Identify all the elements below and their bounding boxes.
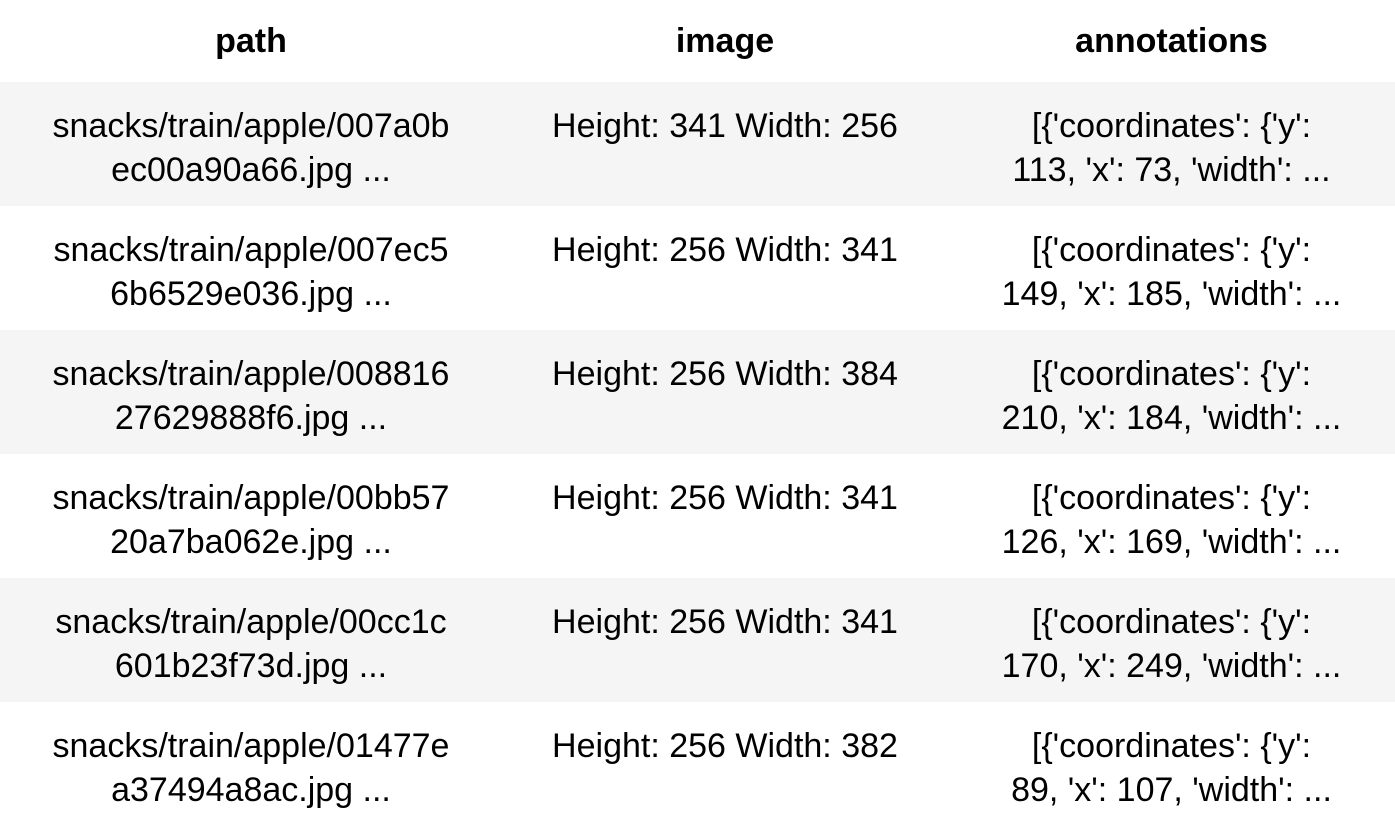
path-cell: snacks/train/apple/00bb57 20a7ba062e.jpg… bbox=[0, 454, 502, 578]
annotation-text-line: 126, 'x': 169, 'width': ... bbox=[1001, 523, 1342, 561]
table-body: snacks/train/apple/007a0b ec00a90a66.jpg… bbox=[0, 82, 1395, 826]
image-cell: Height: 256 Width: 384 bbox=[502, 330, 948, 454]
table-row: snacks/train/apple/00bb57 20a7ba062e.jpg… bbox=[0, 454, 1395, 578]
path-text-line: a37494a8ac.jpg ... bbox=[111, 771, 391, 809]
path-cell: snacks/train/apple/00cc1c 601b23f73d.jpg… bbox=[0, 578, 502, 702]
annotation-text-line: [{'coordinates': {'y': bbox=[1031, 479, 1312, 517]
annotation-text-line: [{'coordinates': {'y': bbox=[1031, 603, 1312, 641]
table-header: path image annotations bbox=[0, 0, 1395, 82]
annotations-cell: [{'coordinates': {'y': 113, 'x': 73, 'wi… bbox=[948, 82, 1395, 206]
header-row: path image annotations bbox=[0, 0, 1395, 82]
path-text-line: snacks/train/apple/00bb57 bbox=[52, 479, 450, 517]
table-row: snacks/train/apple/007ec5 6b6529e036.jpg… bbox=[0, 206, 1395, 330]
path-text-line: snacks/train/apple/01477e bbox=[52, 727, 450, 765]
image-cell: Height: 256 Width: 382 bbox=[502, 702, 948, 826]
annotations-cell: [{'coordinates': {'y': 170, 'x': 249, 'w… bbox=[948, 578, 1395, 702]
table-row: snacks/train/apple/00cc1c 601b23f73d.jpg… bbox=[0, 578, 1395, 702]
annotation-text-line: 113, 'x': 73, 'width': ... bbox=[1012, 151, 1331, 189]
path-cell: snacks/train/apple/008816 27629888f6.jpg… bbox=[0, 330, 502, 454]
annotations-cell: [{'coordinates': {'y': 126, 'x': 169, 'w… bbox=[948, 454, 1395, 578]
image-size-text: Height: 256 Width: 341 bbox=[552, 603, 898, 641]
annotation-text-line: 89, 'x': 107, 'width': ... bbox=[1011, 771, 1332, 809]
path-text-line: snacks/train/apple/00cc1c bbox=[55, 603, 447, 641]
path-text-line: snacks/train/apple/007a0b bbox=[52, 107, 450, 145]
table-row: snacks/train/apple/01477e a37494a8ac.jpg… bbox=[0, 702, 1395, 826]
annotations-cell: [{'coordinates': {'y': 149, 'x': 185, 'w… bbox=[948, 206, 1395, 330]
image-size-text: Height: 341 Width: 256 bbox=[552, 107, 898, 145]
path-text-line: 27629888f6.jpg ... bbox=[114, 399, 388, 437]
annotations-cell: [{'coordinates': {'y': 210, 'x': 184, 'w… bbox=[948, 330, 1395, 454]
path-cell: snacks/train/apple/01477e a37494a8ac.jpg… bbox=[0, 702, 502, 826]
image-cell: Height: 256 Width: 341 bbox=[502, 454, 948, 578]
annotation-text-line: 170, 'x': 249, 'width': ... bbox=[1001, 647, 1342, 685]
image-size-text: Height: 256 Width: 341 bbox=[552, 231, 898, 269]
table-row: snacks/train/apple/007a0b ec00a90a66.jpg… bbox=[0, 82, 1395, 206]
image-size-text: Height: 256 Width: 384 bbox=[552, 355, 898, 393]
annotation-text-line: [{'coordinates': {'y': bbox=[1031, 231, 1312, 269]
path-text-line: snacks/train/apple/008816 bbox=[52, 355, 450, 393]
path-text-line: 6b6529e036.jpg ... bbox=[110, 275, 392, 313]
annotation-text-line: 210, 'x': 184, 'width': ... bbox=[1001, 399, 1342, 437]
annotation-text-line: [{'coordinates': {'y': bbox=[1031, 727, 1312, 765]
annotations-cell: [{'coordinates': {'y': 89, 'x': 107, 'wi… bbox=[948, 702, 1395, 826]
table-row: snacks/train/apple/008816 27629888f6.jpg… bbox=[0, 330, 1395, 454]
image-size-text: Height: 256 Width: 341 bbox=[552, 479, 898, 517]
path-text-line: ec00a90a66.jpg ... bbox=[111, 151, 391, 189]
path-cell: snacks/train/apple/007ec5 6b6529e036.jpg… bbox=[0, 206, 502, 330]
column-header-path[interactable]: path bbox=[215, 21, 287, 60]
column-header-annotations[interactable]: annotations bbox=[1075, 21, 1268, 60]
annotation-text-line: 149, 'x': 185, 'width': ... bbox=[1001, 275, 1342, 313]
column-header-image[interactable]: image bbox=[675, 21, 775, 60]
path-text-line: snacks/train/apple/007ec5 bbox=[53, 231, 449, 269]
image-cell: Height: 341 Width: 256 bbox=[502, 82, 948, 206]
path-cell: snacks/train/apple/007a0b ec00a90a66.jpg… bbox=[0, 82, 502, 206]
image-size-text: Height: 256 Width: 382 bbox=[552, 727, 898, 765]
path-text-line: 601b23f73d.jpg ... bbox=[114, 647, 388, 685]
annotation-text-line: [{'coordinates': {'y': bbox=[1031, 107, 1312, 145]
image-cell: Height: 256 Width: 341 bbox=[502, 578, 948, 702]
image-cell: Height: 256 Width: 341 bbox=[502, 206, 948, 330]
annotation-text-line: [{'coordinates': {'y': bbox=[1031, 355, 1312, 393]
path-text-line: 20a7ba062e.jpg ... bbox=[110, 523, 392, 561]
